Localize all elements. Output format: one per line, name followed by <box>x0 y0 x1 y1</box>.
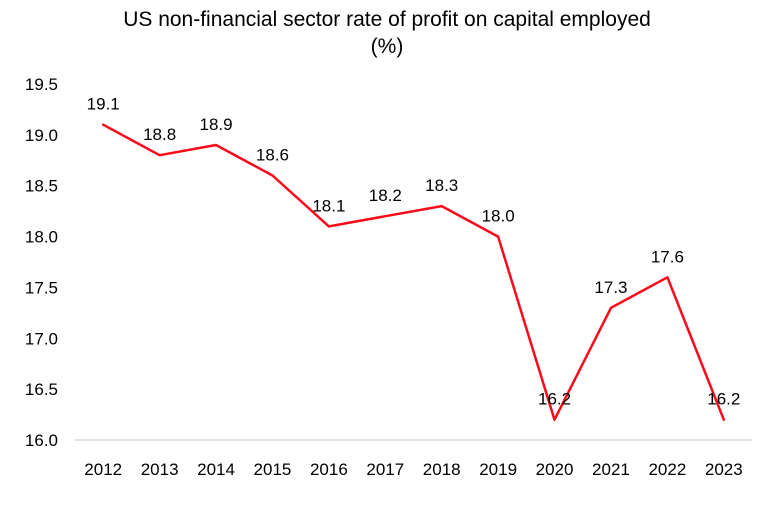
x-axis-tick-label: 2018 <box>423 460 461 479</box>
y-axis-tick-label: 19.5 <box>25 75 58 94</box>
data-point-label: 18.2 <box>369 186 402 205</box>
x-axis-tick-label: 2013 <box>141 460 179 479</box>
data-point-label: 17.6 <box>651 247 684 266</box>
x-axis-tick-label: 2020 <box>536 460 574 479</box>
x-axis-tick-label: 2016 <box>310 460 348 479</box>
data-point-label: 18.8 <box>143 125 176 144</box>
y-axis-tick-label: 17.5 <box>25 278 58 297</box>
y-axis-tick-label: 18.5 <box>25 177 58 196</box>
x-axis-tick-label: 2017 <box>366 460 404 479</box>
data-point-label: 16.2 <box>538 390 571 409</box>
y-axis-tick-label: 17.0 <box>25 329 58 348</box>
x-axis-tick-label: 2019 <box>479 460 517 479</box>
x-axis-tick-label: 2023 <box>705 460 743 479</box>
data-point-label: 17.3 <box>594 278 627 297</box>
x-axis-tick-label: 2014 <box>197 460 235 479</box>
data-point-label: 18.9 <box>199 115 232 134</box>
data-point-label: 18.3 <box>425 176 458 195</box>
data-point-label: 18.1 <box>312 196 345 215</box>
x-axis-tick-label: 2021 <box>592 460 630 479</box>
x-axis-tick-label: 2012 <box>84 460 122 479</box>
y-axis-tick-label: 16.0 <box>25 431 58 450</box>
data-point-label: 19.1 <box>87 95 120 114</box>
x-axis-tick-label: 2015 <box>254 460 292 479</box>
profit-rate-line-series <box>101 123 726 421</box>
chart-title-block: US non-financial sector rate of profit o… <box>0 6 774 60</box>
data-point-label: 16.2 <box>707 390 740 409</box>
y-axis-tick-label: 19.0 <box>25 126 58 145</box>
chart-title: US non-financial sector rate of profit o… <box>123 8 651 31</box>
x-axis-tick-label: 2022 <box>648 460 686 479</box>
y-axis-tick-label: 16.5 <box>25 380 58 399</box>
data-point-label: 18.6 <box>256 146 289 165</box>
chart-subtitle: (%) <box>370 35 404 58</box>
y-axis-tick-label: 18.0 <box>25 228 58 247</box>
data-point-label: 18.0 <box>482 207 515 226</box>
